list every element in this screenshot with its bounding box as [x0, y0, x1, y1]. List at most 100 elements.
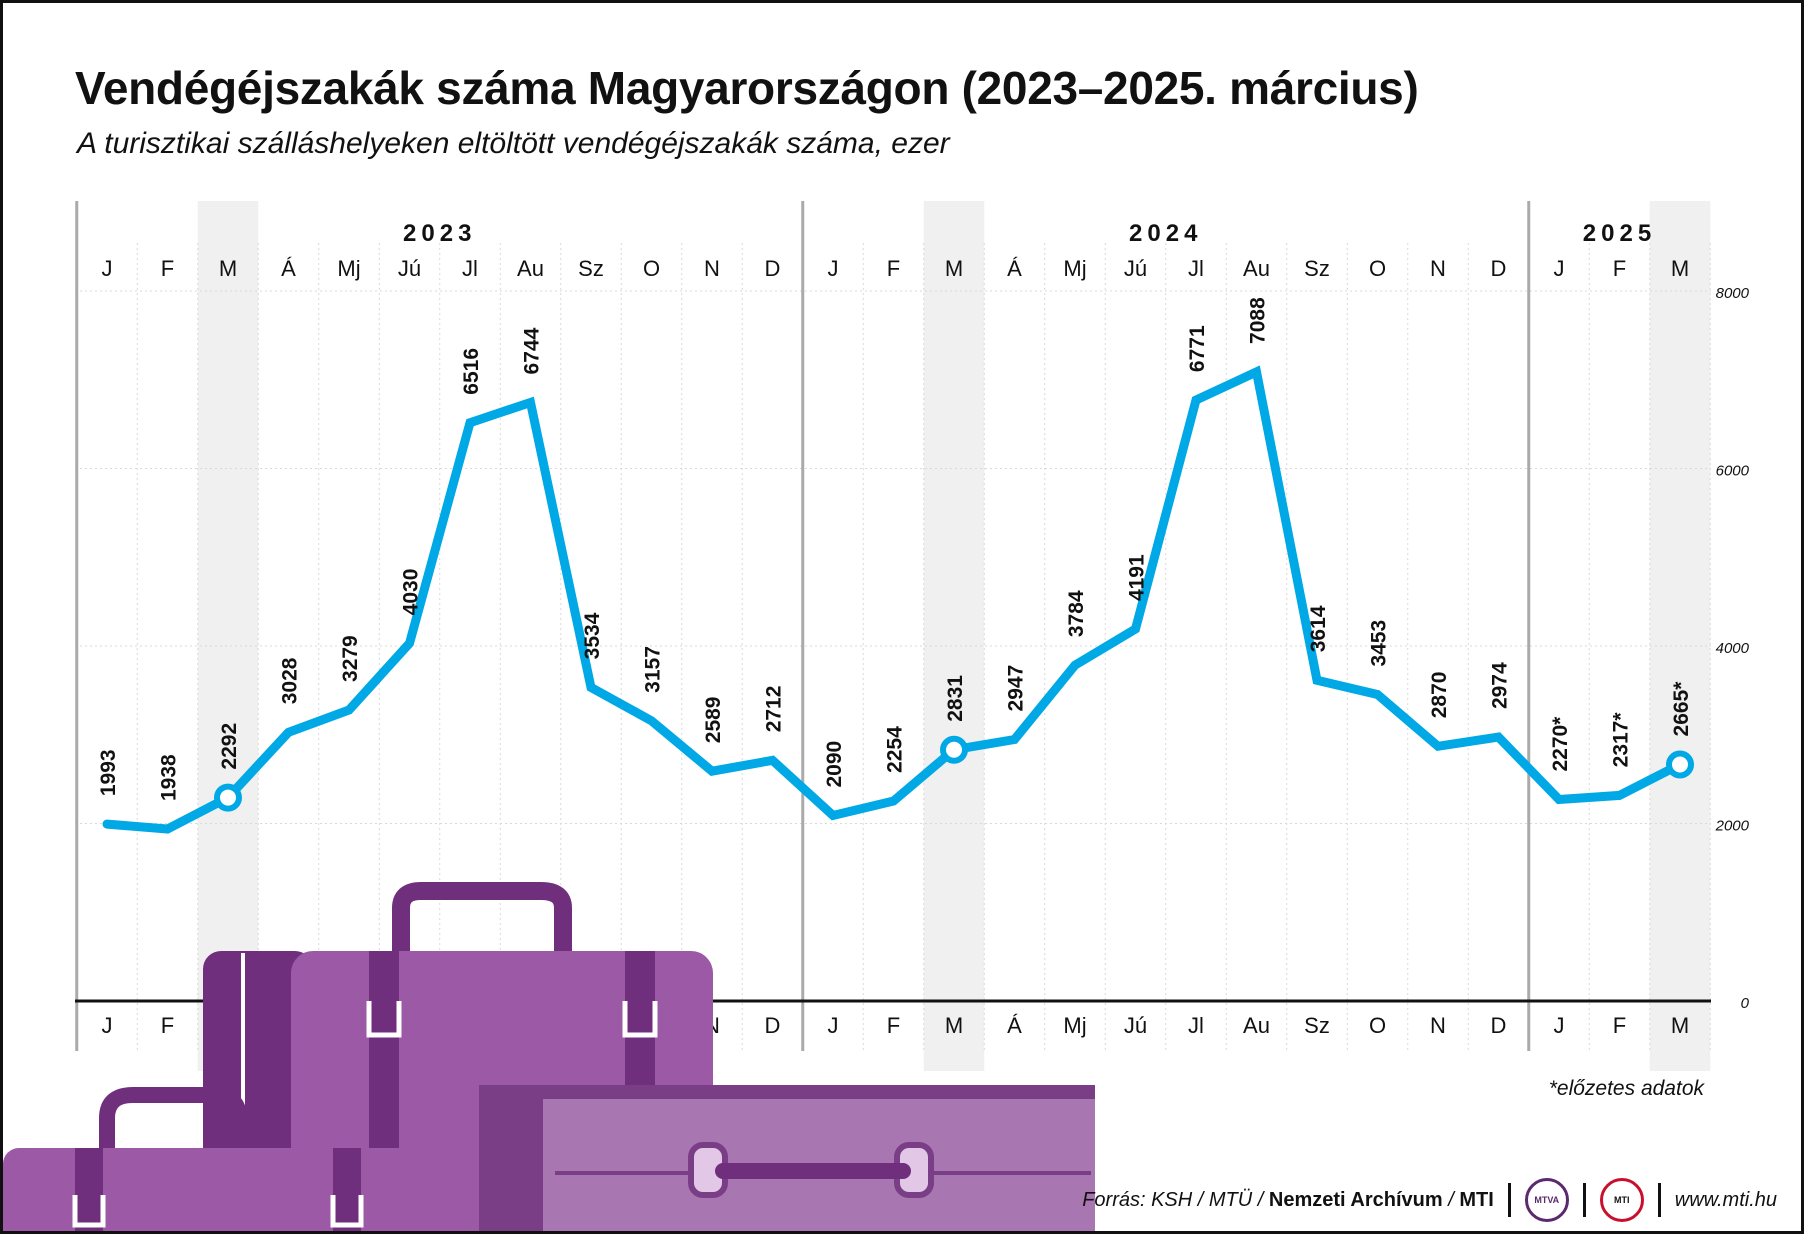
data-label: 2292	[218, 723, 241, 770]
line-chart: 0 2000 4000 6000 8000 2023 2024 2025 J F M Á Mj Jú J…	[3, 201, 1750, 1231]
suitcase-small-buckle-left	[72, 1195, 106, 1228]
suitcase-handle-large	[392, 882, 572, 953]
data-label: 4030	[400, 569, 423, 616]
source-separator: /	[1448, 1188, 1454, 1211]
year-label: 2025	[1583, 220, 1656, 247]
data-point-marker	[940, 735, 968, 764]
month-label-bottom: Á	[1007, 1013, 1022, 1038]
month-label-top: M	[945, 256, 963, 281]
month-label-top: Mj	[337, 256, 360, 281]
data-label: 2270*	[1549, 716, 1572, 772]
data-label: 2974	[1489, 662, 1512, 709]
data-label: 6771	[1186, 325, 1209, 372]
highlight-bands	[197, 201, 1711, 1071]
vertical-gridlines	[76, 243, 1711, 1051]
month-label-top: Á	[281, 256, 296, 281]
month-label-bottom: Jl	[1188, 1013, 1204, 1038]
month-label-bottom: O	[1369, 1013, 1386, 1038]
month-label-bottom: Mj	[1063, 1013, 1086, 1038]
data-label: 1993	[97, 749, 120, 796]
year-separators	[75, 201, 1531, 1051]
data-label: 2831	[944, 675, 967, 722]
data-label: 3614	[1307, 605, 1330, 652]
suitcase-small-strap-right	[333, 1148, 361, 1231]
data-label: 1938	[158, 754, 181, 801]
data-label: 3279	[339, 635, 362, 682]
month-label-top: N	[1430, 256, 1446, 281]
y-tick-label: 2000	[1715, 818, 1750, 835]
month-label-bottom: D	[1491, 1013, 1507, 1038]
year-label: 2024	[1129, 220, 1202, 247]
footer: Forrás: KSH / MTÜ / Nemzeti Archívum / M…	[1082, 1175, 1777, 1225]
highlight-band	[1649, 201, 1711, 1071]
month-label-top: J	[828, 256, 839, 281]
data-label: 3784	[1065, 590, 1088, 637]
highlight-band	[923, 201, 985, 1071]
month-label-bottom: M	[1671, 1013, 1689, 1038]
data-label: 2947	[1005, 665, 1028, 712]
data-label: 2317*	[1610, 712, 1633, 768]
footer-divider	[1582, 1183, 1586, 1217]
month-label-top: Au	[1243, 256, 1270, 281]
suitcase-small-strap-left	[75, 1148, 103, 1231]
month-label-top: Jl	[462, 256, 478, 281]
highlight-band	[197, 201, 259, 1071]
month-label-top: O	[643, 256, 660, 281]
month-label-bottom: J	[102, 1013, 113, 1038]
footer-divider	[1657, 1183, 1661, 1217]
source-archive: Nemzeti Archívum	[1268, 1188, 1443, 1211]
data-label: 2665*	[1670, 681, 1693, 737]
suitcase-large-buckle-left	[366, 1001, 402, 1038]
year-label: 2023	[403, 220, 476, 247]
month-label-bottom: D	[765, 1013, 781, 1038]
suitcase-front-handle	[715, 1163, 911, 1179]
data-labels: 1993 1938 2292 3028 3279 4030 6516 6744 3534 3157…	[97, 297, 1693, 801]
month-label-top: M	[1671, 256, 1689, 281]
month-label-top: F	[161, 256, 174, 281]
suitcase-front-body	[543, 1085, 1095, 1231]
chart-title: Vendégéjszakák száma Magyarországon (202…	[75, 62, 1419, 114]
y-tick-label: 4000	[1716, 640, 1750, 657]
data-label: 3453	[1368, 620, 1391, 667]
month-label-top: Jú	[1124, 256, 1147, 281]
month-label-top: Á	[1007, 256, 1022, 281]
month-label-top: J	[1554, 256, 1565, 281]
website-link[interactable]: www.mti.hu	[1674, 1188, 1777, 1211]
month-label-top: Sz	[1304, 256, 1330, 281]
data-label: 2870	[1428, 672, 1451, 719]
month-labels-top: J F M Á Mj Jú Jl Au Sz O N D J F M Á Mj Jú Jl Au Sz O N D J F M	[102, 256, 1690, 281]
data-point-marker	[214, 783, 242, 812]
footnote: *előzetes adatok	[1548, 1077, 1704, 1100]
y-tick-label: 8000	[1716, 285, 1750, 302]
y-tick-label: 0	[1741, 995, 1750, 1012]
month-label-top: M	[219, 256, 237, 281]
source-mti: MTI	[1459, 1188, 1494, 1211]
data-label: 6516	[460, 348, 483, 395]
data-label: 2254	[884, 726, 907, 773]
month-label-top: D	[765, 256, 781, 281]
month-label-bottom: M	[945, 1013, 963, 1038]
y-axis-tick-labels: 0 2000 4000 6000 8000	[1715, 285, 1750, 1012]
month-label-top: D	[1491, 256, 1507, 281]
month-label-top: O	[1369, 256, 1386, 281]
data-label: 2712	[763, 686, 786, 733]
series-line	[102, 365, 1685, 834]
data-label: 3028	[279, 657, 302, 704]
month-label-bottom: Sz	[1304, 1013, 1330, 1038]
year-labels: 2023 2024 2025	[403, 220, 1656, 247]
month-label-bottom: N	[1430, 1013, 1446, 1038]
month-label-top: Au	[517, 256, 544, 281]
data-label: 3534	[581, 612, 604, 659]
suitcase-illustration	[3, 882, 1095, 1231]
suitcase-handle-small	[99, 1087, 247, 1153]
month-label-top: J	[102, 256, 113, 281]
month-label-top: Jú	[398, 256, 421, 281]
data-label: 2090	[823, 741, 846, 788]
month-label-bottom: J	[828, 1013, 839, 1038]
month-label-bottom: Jú	[1124, 1013, 1147, 1038]
data-label: 3157	[642, 646, 665, 693]
y-tick-label: 6000	[1716, 463, 1750, 480]
footer-divider	[1507, 1183, 1511, 1217]
chart-subtitle: A turisztikai szálláshelyeken eltöltött …	[77, 127, 950, 160]
